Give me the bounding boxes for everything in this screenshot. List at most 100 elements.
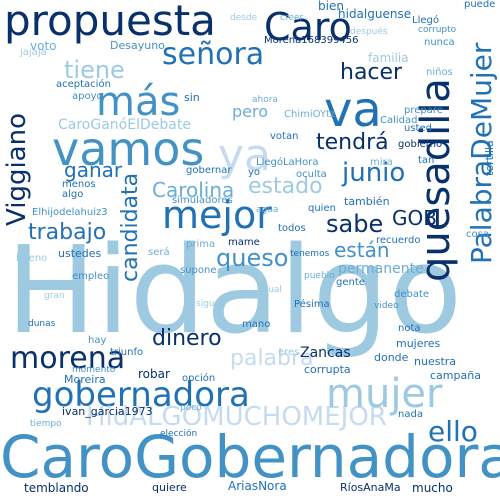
word-moreira: Moreira [64, 373, 106, 386]
word-mame: mame [228, 237, 260, 248]
word-prepare: prepare [404, 105, 443, 116]
word-senora: señora [162, 37, 265, 72]
word-temblando: temblando [24, 481, 89, 495]
word-ivan_garcia1973: ivan_garcia1973 [62, 405, 153, 418]
word-bien: bien [318, 0, 344, 13]
word-creer: creer [280, 13, 304, 23]
word-hidalguense: hidalguense [338, 7, 412, 21]
word-sabe: sabe [326, 210, 384, 238]
word-chimiotyt: ChimiOYtz [284, 109, 336, 120]
word-menos: menos [62, 179, 96, 190]
word-momento: momento [72, 365, 116, 375]
word-pesima: Pésima [294, 299, 330, 310]
word-supone: supone [180, 265, 217, 276]
word-sin: sin [184, 91, 200, 104]
word-quiere: quiere [152, 481, 187, 494]
word-caroganoeldebate: CaroGanóElDebate [58, 117, 191, 133]
word-gente: gente [336, 277, 365, 288]
word-sera: será [148, 247, 170, 258]
word-usted: usted [404, 123, 432, 134]
word-mano: mano [242, 319, 271, 330]
word-ahora: ahora [252, 95, 278, 105]
word-corrupta: corrupta [304, 363, 351, 376]
word-ninos: niños [426, 67, 453, 78]
word-mira: mira [370, 157, 393, 168]
word-vamos: vamos [52, 122, 205, 176]
word-gob: GOB [392, 206, 437, 230]
word-gobernadora: gobernadora [32, 375, 250, 415]
word-mejor: mejor [162, 193, 272, 237]
word-igual: igual [260, 285, 282, 295]
word-ariasnora: AriasNora [228, 479, 287, 493]
word-robar: robar [138, 367, 170, 381]
word-video: video [374, 301, 399, 311]
word-poco: poco [180, 403, 202, 413]
word-bueno: bueno [16, 253, 48, 264]
word-voto: voto [30, 39, 57, 53]
word-tan: tan [418, 155, 435, 166]
word-estado: estado [248, 174, 323, 199]
word-hidalgomuchomejor: HidALGOMUCHOMEJOR [86, 402, 387, 432]
word-viggiano: Viggiano [2, 113, 32, 226]
word-hidalgo: Hidalgo [6, 222, 463, 361]
word-eleccion: elección [160, 429, 198, 439]
word-queso: queso [216, 244, 289, 272]
word-palabra: palabra [230, 346, 314, 371]
word-votan: votan [270, 131, 299, 142]
word-ustedes: ustedes [58, 247, 102, 260]
word-algo: algo [62, 189, 84, 200]
word-despues: después [350, 27, 388, 37]
word-pueblo: pueblo [304, 271, 335, 281]
word-zancas: Zancas [300, 345, 351, 361]
word-yo: yo [248, 167, 261, 178]
word-eres: eres [278, 347, 300, 358]
word-campana: campaña [430, 369, 481, 382]
word-ganar: ganar [64, 158, 123, 182]
word-mujeres: mujeres [396, 337, 441, 350]
word-nota: nota [398, 323, 421, 334]
word-pero: pero [232, 102, 269, 121]
word-tortilla: tortilla [483, 140, 496, 176]
word-dinero: dinero [152, 326, 222, 351]
word-nunca: nunca [424, 37, 455, 48]
word-nuestra: nuestra [414, 355, 457, 368]
word-empleo: empleo [72, 271, 110, 282]
word-va: va [324, 82, 382, 138]
word-quien: quien [308, 203, 336, 214]
word-prima: prima [186, 239, 216, 250]
word-hacer: hacer [340, 60, 403, 85]
word-propuesta: propuesta [4, 0, 216, 45]
word-oculta: oculta [296, 169, 327, 180]
word-llego: Llegó [412, 15, 439, 26]
word-elhijodelahuiz3: Elhijodelahuiz3 [32, 207, 108, 218]
word-sigue: sigue [196, 299, 221, 309]
word-tiene: tiene [64, 56, 125, 84]
word-ello: ello [428, 415, 478, 448]
word-tiempo: tiempo [30, 419, 62, 429]
word-jajaja: jajaja [20, 47, 47, 58]
word-estan: están [334, 238, 390, 262]
word-tenemos: tenemos [290, 249, 330, 259]
word-gran: gran [44, 291, 65, 301]
word-ya: ya [218, 130, 272, 181]
word-riosananma: RíosAnaMa [340, 481, 401, 494]
word-recuerdo: recuerdo [376, 235, 421, 246]
word-desde: desde [230, 13, 258, 23]
word-trabajo: trabajo [28, 220, 107, 245]
word-simuladores: simuladores [172, 195, 233, 206]
word-puede: puede [464, 0, 496, 10]
word-nada: nada [398, 409, 423, 420]
word-desayuno: Desayuno [110, 39, 165, 52]
word-acepcion: aceptación [56, 79, 111, 90]
word-debate: debate [394, 289, 430, 300]
word-morena: morena [10, 341, 126, 376]
word-corrupto: corrupto [418, 25, 457, 35]
word-hay: hay [88, 335, 107, 346]
word-junio: junio [342, 158, 406, 188]
word-apoyo: apoyo [72, 91, 103, 102]
word-agua: agua [256, 205, 279, 215]
word-carolina: Carolina [152, 178, 235, 202]
word-gobernar: gobernar [186, 165, 232, 176]
word-opcion: opción [182, 373, 216, 384]
